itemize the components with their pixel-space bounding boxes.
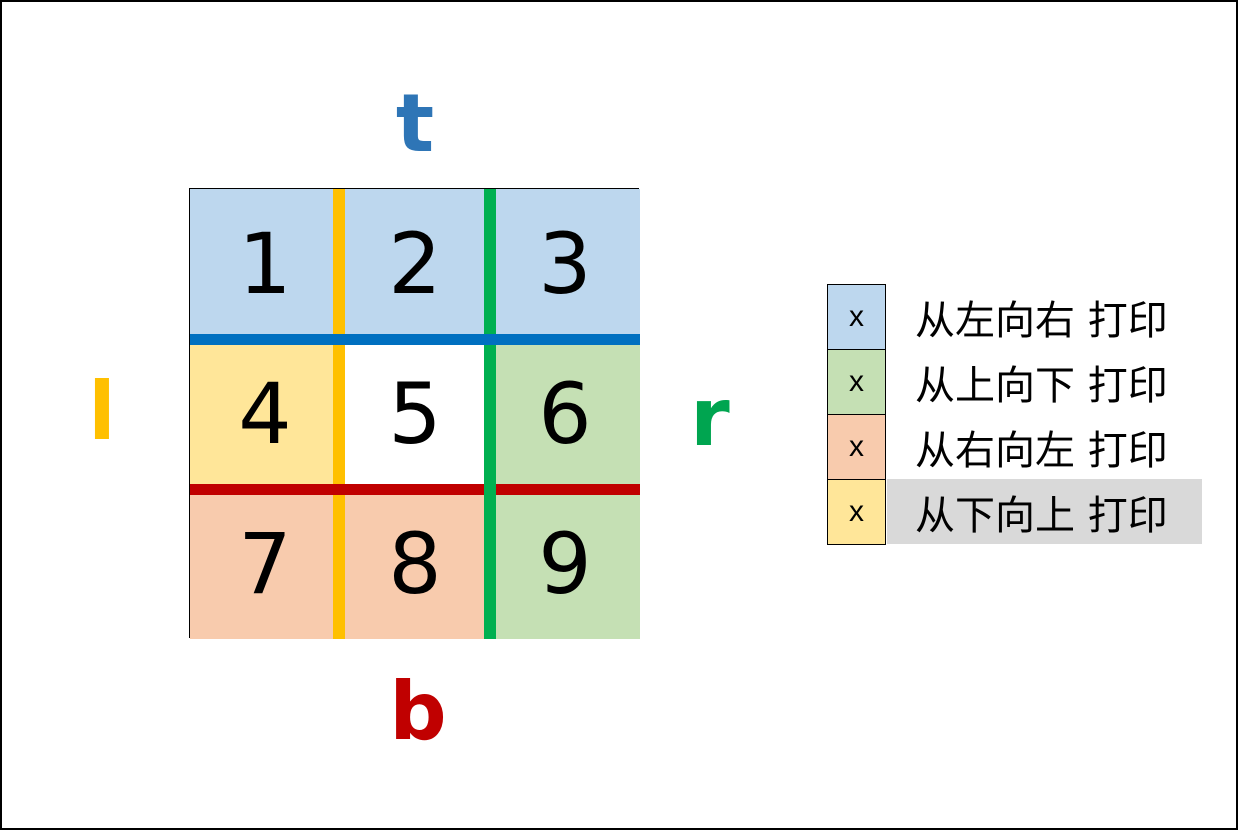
legend-swatch: x xyxy=(827,479,886,545)
legend-label: 从右向左 打印 xyxy=(915,427,1168,474)
legend-label: 从下向上 打印 xyxy=(887,479,1202,544)
legend-label: 从上向下 打印 xyxy=(915,362,1168,409)
legend-label: 从左向右 打印 xyxy=(915,297,1168,344)
legend-swatch: x xyxy=(827,414,886,480)
legend-item: x 从下向上 打印 xyxy=(827,479,1202,545)
matrix-cell: 9 xyxy=(490,489,640,639)
matrix-grid: 1 2 3 4 5 6 7 8 9 xyxy=(189,188,640,639)
legend-item: x 从上向下 打印 xyxy=(827,349,1202,415)
legend-swatch: x xyxy=(827,284,886,350)
top-boundary-label: t xyxy=(395,77,435,170)
legend-item: x 从左向右 打印 xyxy=(827,284,1202,350)
bottom-to-top-divider-segment xyxy=(333,345,345,484)
matrix-cell: 6 xyxy=(490,339,640,489)
legend-item: x 从右向左 打印 xyxy=(827,414,1202,480)
right-boundary-label: r xyxy=(690,371,730,464)
matrix-cell: 3 xyxy=(490,189,640,339)
bottom-boundary-label: b xyxy=(389,665,447,758)
matrix-cell: 4 xyxy=(190,339,340,489)
matrix-cell: 5 xyxy=(340,339,490,489)
matrix-cell: 2 xyxy=(340,189,490,339)
top-to-bottom-divider-segment xyxy=(484,345,496,639)
left-boundary-label: l xyxy=(88,365,116,458)
matrix-cell: 1 xyxy=(190,189,340,339)
matrix-cell: 7 xyxy=(190,489,340,639)
right-to-left-divider xyxy=(190,484,640,495)
legend-swatch: x xyxy=(827,349,886,415)
left-to-right-divider xyxy=(190,334,640,345)
matrix-cell: 8 xyxy=(340,489,490,639)
legend: x 从左向右 打印 x 从上向下 打印 x 从右向左 打印 x 从下向上 打印 xyxy=(827,284,1202,545)
